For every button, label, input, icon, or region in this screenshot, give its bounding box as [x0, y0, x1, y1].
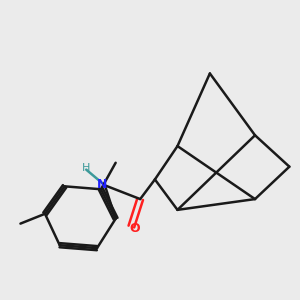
Text: H: H [82, 163, 90, 173]
Text: O: O [130, 221, 140, 235]
Text: N: N [97, 178, 108, 191]
